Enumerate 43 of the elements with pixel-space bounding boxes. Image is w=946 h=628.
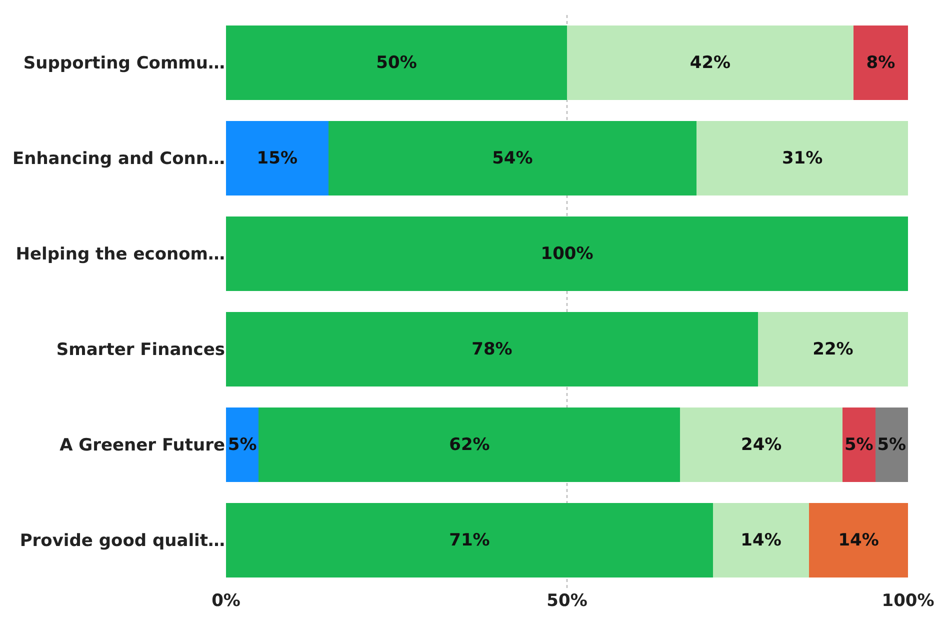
data-label: 71%	[449, 530, 490, 550]
y-tick-label: Enhancing and Conn…	[12, 149, 225, 170]
data-label: 5%	[844, 434, 874, 455]
data-label: 22%	[812, 339, 854, 360]
bar	[875, 408, 908, 482]
bar	[226, 312, 758, 386]
bar	[680, 408, 843, 482]
data-label: 42%	[690, 52, 731, 73]
bar	[226, 121, 328, 196]
data-label: 24%	[741, 434, 782, 455]
bar	[226, 216, 908, 291]
data-label: 15%	[256, 148, 298, 168]
data-label: 5%	[877, 434, 906, 455]
x-tick-label: 0%	[212, 591, 240, 611]
data-label: 8%	[866, 52, 896, 73]
y-tick-label: Provide good qualit…	[20, 531, 225, 552]
data-label: 54%	[492, 148, 533, 168]
bar	[712, 503, 810, 578]
x-tick-label: 100%	[882, 591, 934, 611]
bar	[258, 408, 680, 482]
data-label: 5%	[228, 434, 257, 455]
data-label: 31%	[782, 148, 823, 168]
data-label: 14%	[838, 530, 879, 550]
bar	[567, 26, 854, 100]
bar	[809, 503, 908, 578]
data-label: 50%	[376, 52, 417, 73]
data-label: 62%	[449, 434, 490, 455]
bar	[696, 121, 908, 196]
bar	[226, 503, 713, 578]
data-label: 14%	[740, 530, 782, 550]
bar	[842, 408, 876, 482]
y-tick-label: A Greener Future	[60, 436, 225, 456]
bar	[226, 408, 259, 482]
bar	[226, 26, 567, 100]
y-tick-label: Supporting Commu…	[23, 54, 225, 74]
y-tick-label: Smarter Finances	[56, 340, 225, 360]
data-label: 78%	[472, 339, 512, 360]
bar	[853, 26, 908, 100]
data-label: 100%	[540, 244, 594, 264]
y-tick-label: Helping the econom…	[16, 244, 225, 265]
bar	[328, 121, 697, 196]
x-tick-label: 50%	[546, 591, 588, 611]
bar	[758, 312, 908, 386]
